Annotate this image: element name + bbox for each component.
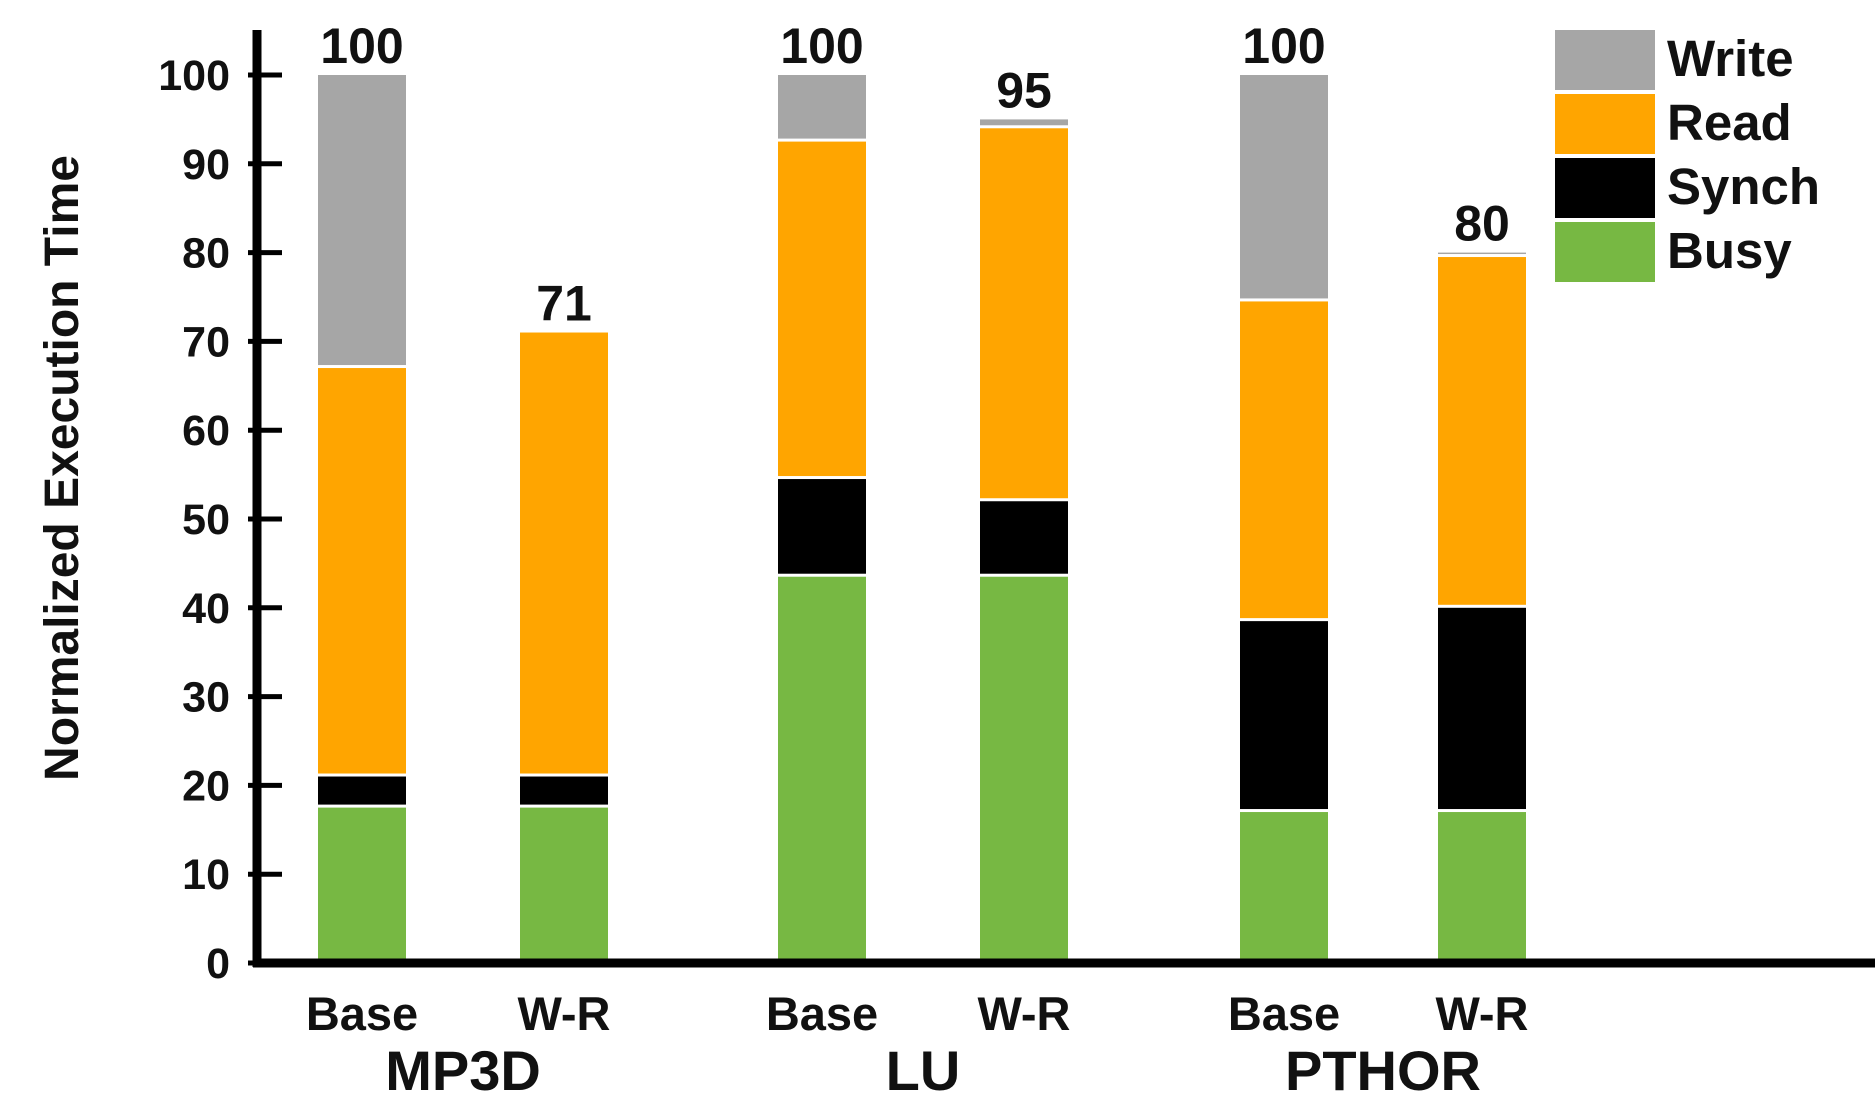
y-tick-label-30: 30 [182,674,230,722]
bar-lu-base-read [778,141,866,477]
legend-label-write: Write [1667,30,1794,87]
bars-layer [318,75,1526,960]
y-tick-label-100: 100 [158,52,230,100]
bar-mp3d-base-write [318,75,406,366]
y-tick-label-50: 50 [182,496,230,544]
total-label-mp3d-base: 100 [320,18,403,74]
legend-swatch-write [1555,30,1655,90]
y-tick-label-90: 90 [182,141,230,189]
y-tick-label-20: 20 [182,762,230,810]
y-axis-label: Normalized Execution Time [36,155,89,781]
bar-mp3d-w-r-read [520,332,608,774]
bar-pthor-base-read [1240,301,1328,619]
legend-swatch-busy [1555,222,1655,282]
bar-pthor-w-r-read [1438,257,1526,605]
bar-lu-w-r-synch [980,501,1068,574]
x-tick-label-pthor-base: Base [1228,987,1340,1040]
bar-pthor-w-r-busy [1438,812,1526,960]
x-tick-label-mp3d-base: Base [306,987,418,1040]
y-tick-label-60: 60 [182,407,230,455]
x-tick-label-lu-base: Base [766,987,878,1040]
bar-pthor-base-synch [1240,621,1328,810]
bar-lu-base-busy [778,576,866,960]
bar-mp3d-base-busy [318,807,406,960]
legend: Write Read Synch Busy [1555,30,1820,282]
axes-layer [248,30,1875,968]
bar-pthor-w-r-write [1438,252,1526,255]
y-tick-label-40: 40 [182,585,230,633]
bar-mp3d-base-synch [318,776,406,805]
y-tick-label-10: 10 [182,851,230,899]
bar-mp3d-w-r-busy [520,807,608,960]
bar-lu-base-write [778,75,866,139]
total-label-mp3d-w-r: 71 [536,276,592,332]
bar-mp3d-w-r-synch [520,776,608,805]
x-tick-label-pthor-w-r: W-R [1435,987,1528,1040]
legend-swatch-synch [1555,158,1655,218]
group-label-lu: LU [886,1039,961,1101]
legend-label-busy: Busy [1667,222,1792,279]
bar-lu-w-r-busy [980,576,1068,960]
y-tick-label-80: 80 [182,230,230,278]
labels-layer: Normalized Execution Time 0 10 20 30 40 50 60 7… [36,18,1529,1101]
total-label-lu-base: 100 [780,18,863,74]
x-tick-label-lu-w-r: W-R [977,987,1070,1040]
group-label-pthor: PTHOR [1285,1039,1481,1101]
total-label-lu-w-r: 95 [996,62,1052,118]
total-label-pthor-w-r: 80 [1454,196,1510,252]
legend-swatch-read [1555,94,1655,154]
bar-pthor-base-busy [1240,812,1328,960]
x-tick-label-mp3d-w-r: W-R [517,987,610,1040]
bar-lu-w-r-write [980,119,1068,126]
bar-lu-base-synch [778,479,866,574]
bar-pthor-base-write [1240,75,1328,299]
y-tick-label-70: 70 [182,318,230,366]
group-label-mp3d: MP3D [385,1039,541,1101]
legend-label-read: Read [1667,94,1792,151]
bar-mp3d-base-read [318,368,406,774]
legend-label-synch: Synch [1667,158,1820,215]
bar-pthor-w-r-synch [1438,607,1526,810]
total-label-pthor-base: 100 [1242,18,1325,74]
bar-lu-w-r-read [980,128,1068,499]
y-tick-label-0: 0 [206,940,230,988]
